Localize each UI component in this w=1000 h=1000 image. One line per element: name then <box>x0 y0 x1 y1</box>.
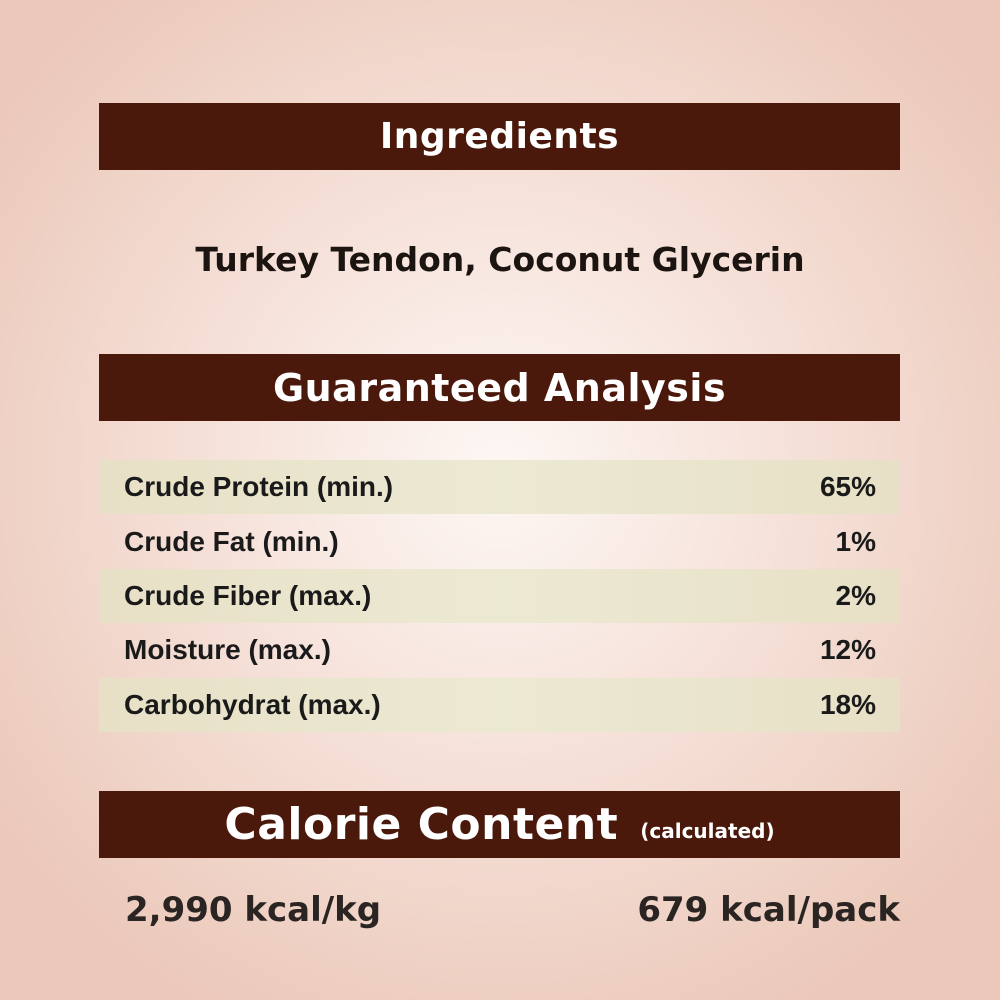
table-row: Carbohydrat (max.) 18% <box>99 677 900 732</box>
row-value: 18% <box>819 688 876 720</box>
row-value: 2% <box>835 579 876 611</box>
table-row: Crude Protein (min.) 65% <box>99 460 900 515</box>
calorie-per-kg: 2,990 kcal/kg <box>125 890 382 930</box>
row-value: 1% <box>835 525 876 557</box>
row-label: Moisture (max.) <box>124 634 331 666</box>
analysis-table: Crude Protein (min.) 65% Crude Fat (min.)… <box>99 460 900 732</box>
ingredients-title: Ingredients <box>379 116 620 157</box>
analysis-header: Guaranteed Analysis <box>99 354 900 421</box>
table-row: Moisture (max.) 12% <box>99 623 900 677</box>
analysis-title: Guaranteed Analysis <box>272 365 727 410</box>
row-value: 12% <box>819 634 876 666</box>
calorie-header: Calorie Content (calculated) <box>99 791 900 858</box>
row-label: Crude Fat (min.) <box>124 525 339 557</box>
calorie-title: Calorie Content <box>224 799 619 850</box>
calorie-per-pack: 679 kcal/pack <box>637 890 900 930</box>
row-value: 65% <box>819 471 876 503</box>
ingredients-text: Turkey Tendon, Coconut Glycerin <box>195 240 805 279</box>
calorie-subtitle: (calculated) <box>640 818 775 843</box>
row-label: Crude Fiber (max.) <box>124 579 372 611</box>
table-row: Crude Fiber (max.) 2% <box>99 568 900 624</box>
row-label: Carbohydrat (max.) <box>124 688 381 720</box>
row-label: Crude Protein (min.) <box>124 471 394 503</box>
table-row: Crude Fat (min.) 1% <box>99 514 900 568</box>
ingredients-header: Ingredients <box>99 103 900 170</box>
